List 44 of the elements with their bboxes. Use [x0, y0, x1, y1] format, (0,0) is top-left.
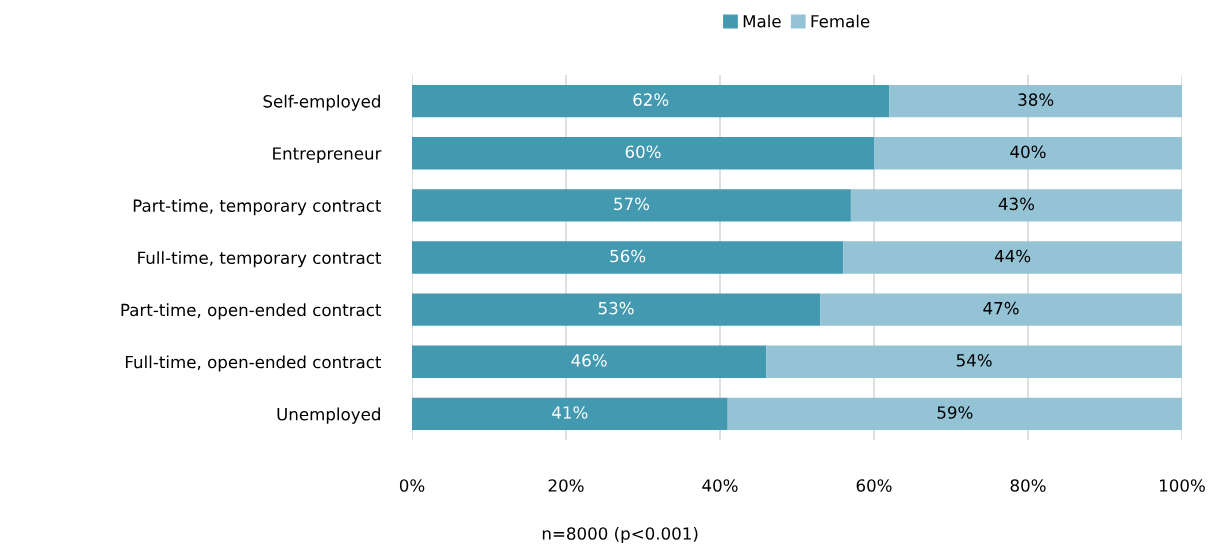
y-tick-label: Part-time, temporary contract — [133, 199, 382, 216]
bar — [412, 189, 851, 222]
legend-label: Female — [811, 14, 870, 28]
bar — [412, 241, 844, 274]
text: 60% — [625, 145, 661, 159]
bar — [412, 397, 728, 431]
x-tick-label: 0% — [399, 479, 425, 492]
text: 47% — [983, 301, 1019, 315]
text: 54% — [956, 354, 992, 367]
bar — [766, 345, 1182, 378]
bar — [874, 137, 1182, 170]
bar — [412, 137, 874, 170]
bar — [412, 293, 821, 326]
y-tick-label: Self-employed — [263, 94, 380, 111]
text: 57% — [614, 197, 650, 211]
bar — [843, 241, 1182, 274]
y-tick-label: Full-time, open-ended contract — [125, 355, 382, 372]
y-tick-label: Unemployed — [277, 407, 380, 424]
y-tick-label: Full-time, temporary contract — [138, 251, 382, 268]
y-tick-label: Part-time, open-ended contract — [121, 303, 382, 320]
bar — [412, 84, 890, 118]
x-tick-label: 20% — [548, 479, 584, 492]
x-tick-label: 100% — [1160, 479, 1205, 492]
text: 44% — [994, 249, 1031, 263]
bar — [412, 345, 767, 378]
bar — [727, 397, 1182, 431]
text: 59% — [937, 406, 973, 419]
text: 56% — [610, 249, 646, 263]
bar — [820, 293, 1182, 326]
y-tick-label: Entrepreneur — [273, 147, 382, 164]
bar — [850, 189, 1182, 222]
x-tick-label: 80% — [1010, 479, 1046, 492]
text: n=8000 (p<0.001) — [542, 526, 698, 544]
text: 53% — [598, 301, 634, 315]
text: 41% — [552, 406, 588, 419]
x-tick-label: 40% — [702, 479, 738, 492]
x-tick-label: 60% — [856, 479, 892, 492]
text: 40% — [1010, 145, 1046, 159]
text: 43% — [998, 197, 1035, 211]
legend-label: Male — [743, 14, 781, 28]
text: 46% — [571, 354, 607, 367]
text: 62% — [633, 93, 669, 106]
bar — [889, 84, 1182, 118]
text: 38% — [1018, 93, 1054, 106]
